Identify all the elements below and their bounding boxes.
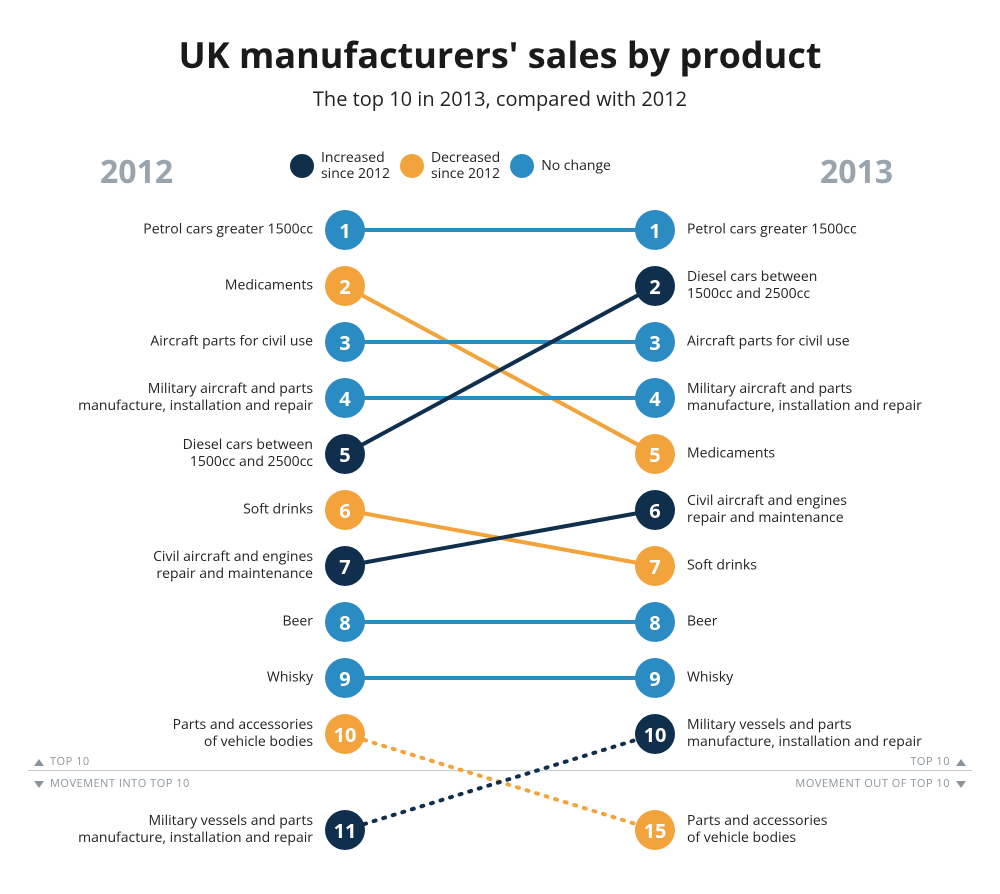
rank-circle: 8 <box>635 602 675 642</box>
rank-circle: 4 <box>635 378 675 418</box>
rank-circle: 9 <box>325 658 365 698</box>
rank-circle: 9 <box>635 658 675 698</box>
rank-label: Petrol cars greater 1500cc <box>53 222 313 239</box>
rank-label: Whisky <box>687 670 947 687</box>
slope-chart: 2012 2013 Increasedsince 2012Decreasedsi… <box>0 150 1000 870</box>
rank-circle: 2 <box>635 266 675 306</box>
rank-label: Beer <box>53 614 313 631</box>
rank-label: Medicaments <box>687 446 947 463</box>
rank-circle: 3 <box>635 322 675 362</box>
rank-label: Civil aircraft and enginesrepair and mai… <box>687 493 947 527</box>
rank-circle: 5 <box>325 434 365 474</box>
rank-circle: 10 <box>325 714 365 754</box>
rank-label: Military aircraft and partsmanufacture, … <box>53 381 313 415</box>
rank-label: Soft drinks <box>53 502 313 519</box>
rank-label: Aircraft parts for civil use <box>687 334 947 351</box>
rank-circle: 1 <box>635 210 675 250</box>
rank-label: Civil aircraft and enginesrepair and mai… <box>53 549 313 583</box>
rank-circle: 11 <box>325 810 365 850</box>
rank-circle: 6 <box>325 490 365 530</box>
rank-label: Military aircraft and partsmanufacture, … <box>687 381 947 415</box>
rank-circle: 10 <box>635 714 675 754</box>
rank-circle: 4 <box>325 378 365 418</box>
rank-label: Military vessels and partsmanufacture, i… <box>53 813 313 847</box>
rank-label: Aircraft parts for civil use <box>53 334 313 351</box>
page-subtitle: The top 10 in 2013, compared with 2012 <box>0 85 1000 112</box>
rank-circle: 5 <box>635 434 675 474</box>
rank-label: Diesel cars between1500cc and 2500cc <box>53 437 313 471</box>
rank-label: Whisky <box>53 670 313 687</box>
rank-circle: 7 <box>635 546 675 586</box>
rank-circle: 8 <box>325 602 365 642</box>
rank-label: Soft drinks <box>687 558 947 575</box>
rank-label: Diesel cars between1500cc and 2500cc <box>687 269 947 303</box>
rank-circle: 2 <box>325 266 365 306</box>
rank-label: Parts and accessoriesof vehicle bodies <box>53 717 313 751</box>
rank-circle: 3 <box>325 322 365 362</box>
rank-label: Petrol cars greater 1500cc <box>687 222 947 239</box>
page-title: UK manufacturers' sales by product <box>0 0 1000 79</box>
rank-circle: 7 <box>325 546 365 586</box>
rank-circle: 15 <box>635 810 675 850</box>
rank-label: Medicaments <box>53 278 313 295</box>
rank-circle: 6 <box>635 490 675 530</box>
rank-circle: 1 <box>325 210 365 250</box>
rank-label: Parts and accessoriesof vehicle bodies <box>687 813 947 847</box>
rank-label: Beer <box>687 614 947 631</box>
rank-label: Military vessels and partsmanufacture, i… <box>687 717 947 751</box>
